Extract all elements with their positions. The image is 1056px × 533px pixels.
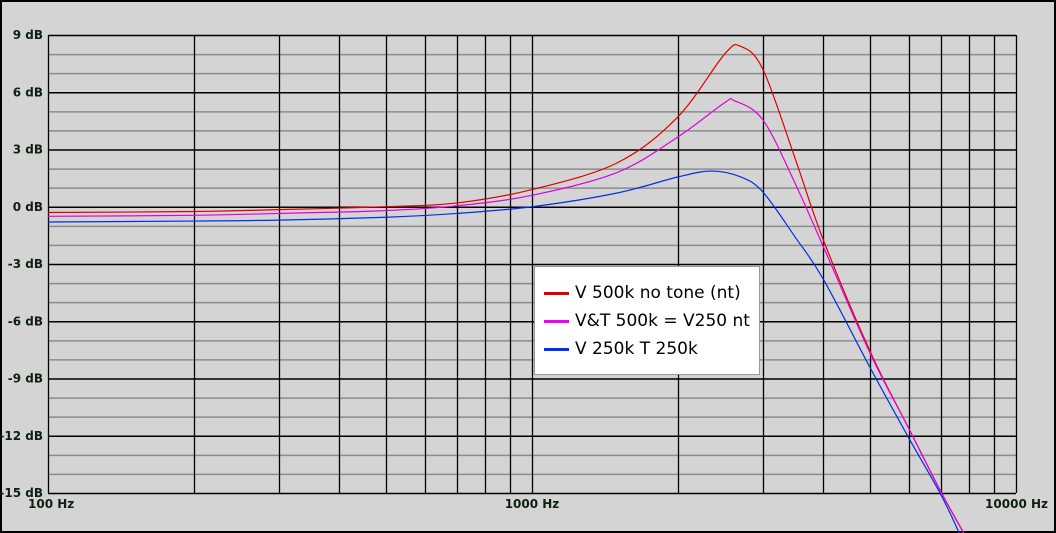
y-tick-label: 6 dB bbox=[13, 85, 43, 99]
legend-label: V 250k T 250k bbox=[575, 339, 698, 359]
y-tick-label: -15 dB bbox=[0, 486, 43, 500]
y-tick-label: -6 dB bbox=[8, 314, 43, 328]
x-tick-label: 1000 Hz bbox=[505, 497, 560, 511]
y-tick-label: -9 dB bbox=[8, 372, 43, 386]
series-magenta-line bbox=[47, 97, 965, 533]
y-tick-label: 9 dB bbox=[13, 28, 43, 42]
y-tick-label: -12 dB bbox=[0, 429, 43, 443]
legend-item-blue: V 250k T 250k bbox=[544, 335, 698, 363]
x-tick-label: 100 Hz bbox=[28, 497, 74, 511]
y-tick-label: -3 dB bbox=[8, 257, 43, 271]
legend-label: V&T 500k = V250 nt bbox=[575, 311, 750, 331]
series-red-line bbox=[47, 44, 965, 533]
legend-swatch bbox=[544, 347, 569, 351]
legend: V 500k no tone (nt) V&T 500k = V250 nt V… bbox=[534, 266, 760, 375]
y-tick-label: 0 dB bbox=[13, 200, 43, 214]
x-tick-label: 10000 Hz bbox=[985, 497, 1048, 511]
legend-label: V 500k no tone (nt) bbox=[575, 283, 741, 303]
legend-item-magenta: V&T 500k = V250 nt bbox=[544, 307, 750, 335]
y-tick-label: 3 dB bbox=[13, 143, 43, 157]
legend-swatch bbox=[544, 291, 569, 295]
legend-item-red: V 500k no tone (nt) bbox=[544, 279, 741, 307]
legend-swatch bbox=[544, 319, 569, 323]
series-blue-line bbox=[47, 170, 960, 533]
